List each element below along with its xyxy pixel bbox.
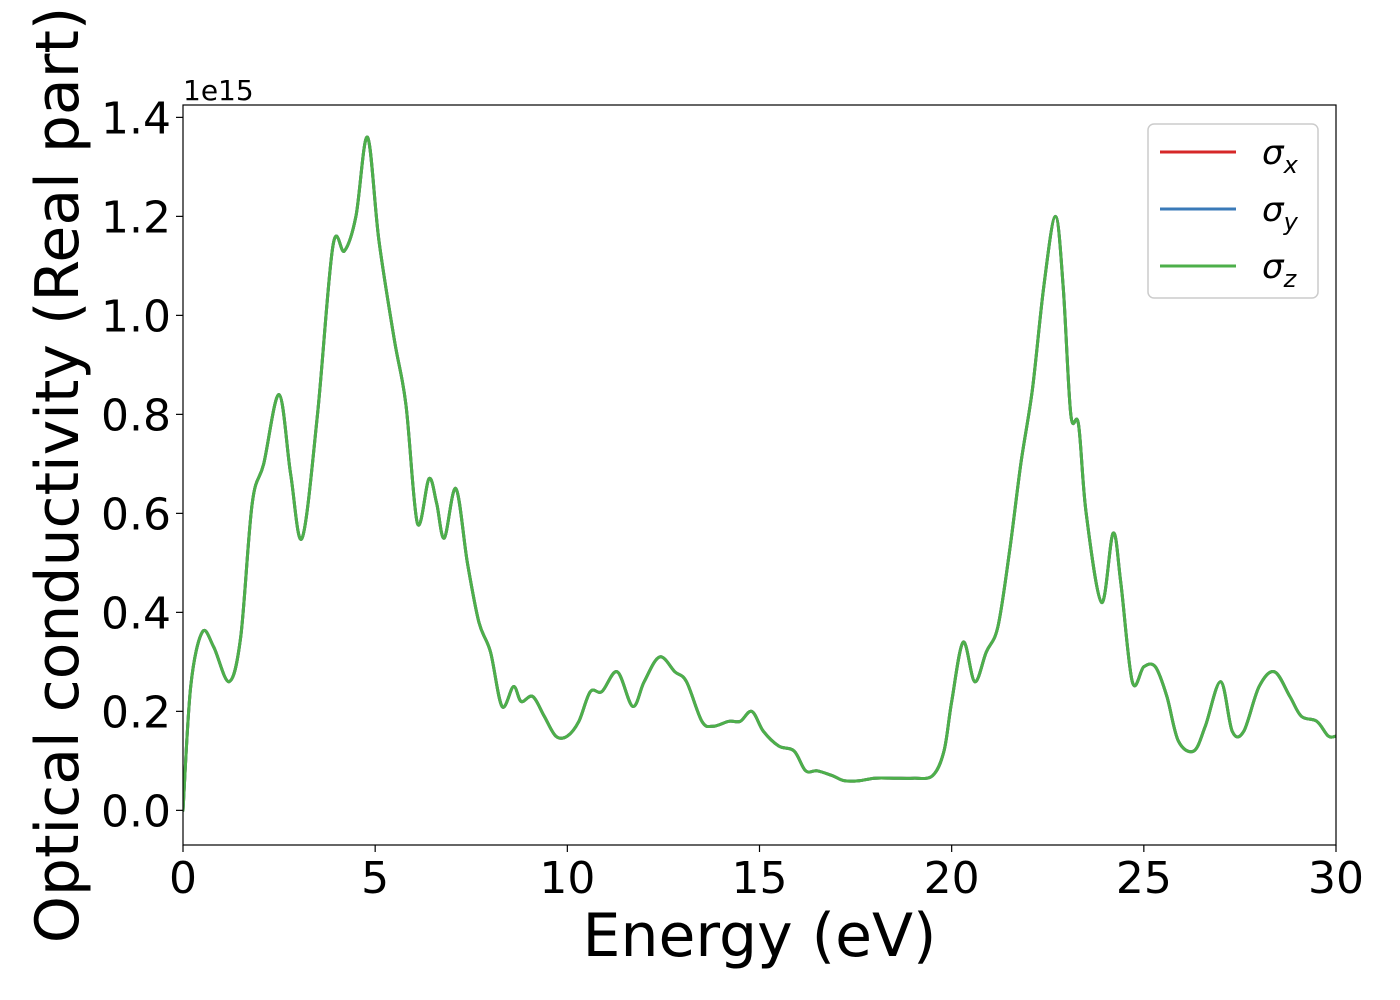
y-tick-label: 1.4: [101, 93, 171, 144]
y-tick-label: 0.8: [101, 390, 171, 441]
x-axis-title: Energy (eV): [583, 901, 937, 971]
x-axis: 0 5 10 15 20 25 30: [169, 845, 1364, 904]
y-axis-title: Optical conductivity (Real part): [23, 7, 93, 944]
y-tick-label: 0.4: [101, 588, 171, 639]
legend: σx σy σz: [1147, 123, 1319, 299]
y-tick-label: 0.6: [101, 489, 171, 540]
y-offset-label: 1e15: [183, 74, 254, 107]
x-tick-label: 0: [169, 853, 197, 904]
x-tick-label: 15: [732, 853, 788, 904]
legend-label-y: σy: [1262, 190, 1299, 236]
x-tick-label: 20: [924, 853, 980, 904]
x-tick-label: 25: [1116, 853, 1172, 904]
x-tick-label: 5: [361, 853, 389, 904]
series-lines: [183, 135, 1336, 812]
legend-frame: [1147, 123, 1319, 299]
series-line-z: [183, 135, 1336, 812]
y-tick-label: 1.2: [101, 192, 171, 243]
y-tick-label: 0.2: [101, 687, 171, 738]
x-tick-label: 10: [539, 853, 595, 904]
legend-label-x: σx: [1262, 133, 1299, 179]
y-tick-label: 0.0: [101, 786, 171, 837]
y-axis: 0.0 0.2 0.4 0.6 0.8 1.0 1.2 1.4: [101, 93, 183, 837]
legend-label-z: σz: [1262, 247, 1298, 293]
y-tick-label: 1.0: [101, 291, 171, 342]
x-tick-label: 30: [1308, 853, 1364, 904]
